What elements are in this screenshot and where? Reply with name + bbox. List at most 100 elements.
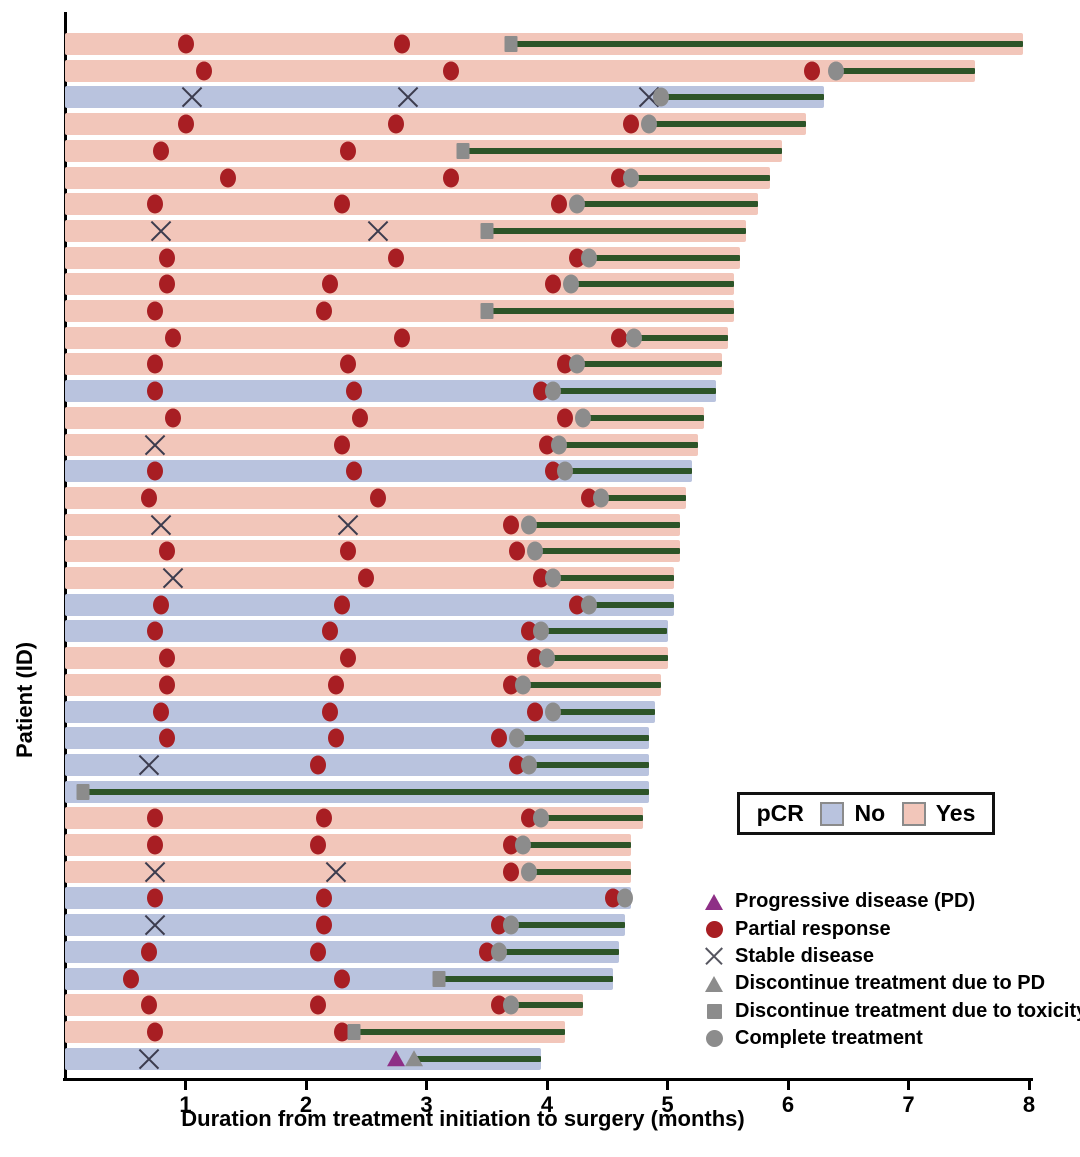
complete-treatment-marker <box>532 621 549 641</box>
marker-legend-label: Discontinue treatment due to toxicity <box>735 999 1080 1022</box>
discontinue-toxicity-marker <box>347 1023 361 1040</box>
patient-row-5 <box>65 139 782 162</box>
discontinue-toxicity-marker <box>456 142 470 159</box>
x-tick-label-6: 6 <box>781 1092 795 1117</box>
marker-legend-label: Discontinue treatment due to PD <box>735 972 1046 995</box>
discontinue-toxicity-marker <box>504 36 518 52</box>
treatment-to-surgery-line <box>836 67 975 74</box>
marker-legend-symbol-cell <box>701 1030 727 1048</box>
partial-response-marker <box>141 995 158 1015</box>
x-tick-label-1: 1 <box>179 1092 192 1117</box>
treatment-to-surgery-line <box>510 1002 584 1009</box>
partial-response-marker <box>557 354 574 374</box>
x-axis-title: Duration from treatment initiation to su… <box>181 1106 745 1131</box>
patient-row-1 <box>65 33 1023 55</box>
marker-legend-symbol-cell <box>701 947 727 965</box>
partial-response-marker <box>569 248 586 268</box>
marker-legend-label: Stable disease <box>735 944 874 967</box>
patient-row-20 <box>65 540 680 563</box>
partial-response-marker <box>611 328 628 348</box>
partial-response-marker <box>322 702 339 721</box>
circle-legend-icon <box>705 920 723 938</box>
complete-treatment-marker <box>563 274 580 294</box>
circle-legend-icon <box>705 1030 723 1048</box>
partial-response-marker <box>394 34 411 54</box>
stable-disease-marker <box>144 914 166 936</box>
patient-row-9 <box>65 246 740 269</box>
y-axis-title: Patient (ID) <box>12 641 37 758</box>
x-axis-line <box>63 1078 1033 1081</box>
x-tick-4 <box>545 1081 549 1090</box>
treatment-to-surgery-line <box>486 308 734 314</box>
pcr-legend: pCR No Yes <box>737 792 995 835</box>
patient-row-31 <box>65 834 632 856</box>
patient-row-17 <box>65 460 692 483</box>
marker-legend-label: Complete treatment <box>735 1027 923 1050</box>
partial-response-marker <box>557 408 574 428</box>
partial-response-marker <box>123 969 140 988</box>
complete-treatment-marker <box>557 461 574 481</box>
complete-treatment-marker <box>593 488 610 508</box>
x-tick-label-7: 7 <box>902 1092 915 1117</box>
marker-legend-label: Progressive disease (PD) <box>735 890 976 913</box>
treatment-to-surgery-line <box>522 842 632 848</box>
treatment-to-surgery-line <box>528 868 632 875</box>
complete-treatment-marker <box>532 808 549 828</box>
partial-response-marker <box>532 568 549 588</box>
stable-disease-marker <box>325 861 347 883</box>
partial-response-marker <box>322 274 339 294</box>
partial-response-marker <box>310 995 327 1015</box>
stable-disease-marker <box>181 86 203 108</box>
partial-response-marker <box>340 648 357 668</box>
stable-disease-marker <box>397 86 419 108</box>
treatment-to-surgery-line <box>633 334 728 341</box>
treatment-to-surgery-line <box>565 468 692 475</box>
partial-response-marker <box>147 808 164 828</box>
partial-response-marker <box>370 488 387 508</box>
complete-treatment-marker <box>581 248 598 268</box>
partial-response-marker <box>346 381 363 401</box>
patient-row-30 <box>65 807 644 830</box>
partial-response-marker <box>334 194 351 214</box>
triangle-legend-icon <box>705 975 723 992</box>
partial-response-marker <box>502 675 519 695</box>
pcr-legend-title: pCR <box>756 800 804 826</box>
treatment-to-surgery-line <box>631 174 770 181</box>
partial-response-marker <box>490 728 507 748</box>
complete-treatment-marker <box>545 381 562 401</box>
partial-response-marker <box>545 461 562 481</box>
x-tick-3 <box>425 1081 428 1090</box>
marker-legend-row-3: Stable disease <box>701 943 1080 970</box>
progressive-disease-marker <box>387 1049 406 1066</box>
partial-response-marker <box>334 435 351 454</box>
treatment-to-surgery-line <box>540 628 668 635</box>
pcr-label-no: No <box>854 800 886 826</box>
x-tick-label-8: 8 <box>1022 1092 1036 1117</box>
marker-legend-row-1: Progressive disease (PD) <box>701 888 1080 915</box>
stable-disease-marker <box>138 754 160 776</box>
complete-treatment-marker <box>545 702 562 721</box>
treatment-to-surgery-line <box>553 708 656 715</box>
partial-response-marker <box>177 114 194 134</box>
partial-response-marker <box>352 408 369 428</box>
complete-treatment-marker <box>520 515 537 535</box>
partial-response-marker <box>141 942 158 962</box>
complete-treatment-marker <box>617 888 634 908</box>
patient-row-12 <box>65 326 728 349</box>
patient-row-18 <box>65 486 686 509</box>
marker-legend-symbol-cell <box>701 893 727 910</box>
partial-response-marker <box>147 381 164 401</box>
treatment-to-surgery-line <box>83 788 650 795</box>
partial-response-marker <box>316 301 333 321</box>
marker-legend-symbol-cell <box>701 920 727 938</box>
patient-row-26 <box>65 700 656 723</box>
treatment-to-surgery-line <box>510 41 1023 47</box>
partial-response-marker <box>165 408 182 428</box>
stable-disease-marker <box>144 861 166 883</box>
patient-row-13 <box>65 353 722 376</box>
partial-response-marker <box>153 141 170 161</box>
treatment-to-surgery-line <box>438 975 614 982</box>
x-tick-label-3: 3 <box>420 1092 433 1117</box>
pcr-swatch-yes <box>901 801 926 826</box>
patient-row-37 <box>65 994 584 1017</box>
